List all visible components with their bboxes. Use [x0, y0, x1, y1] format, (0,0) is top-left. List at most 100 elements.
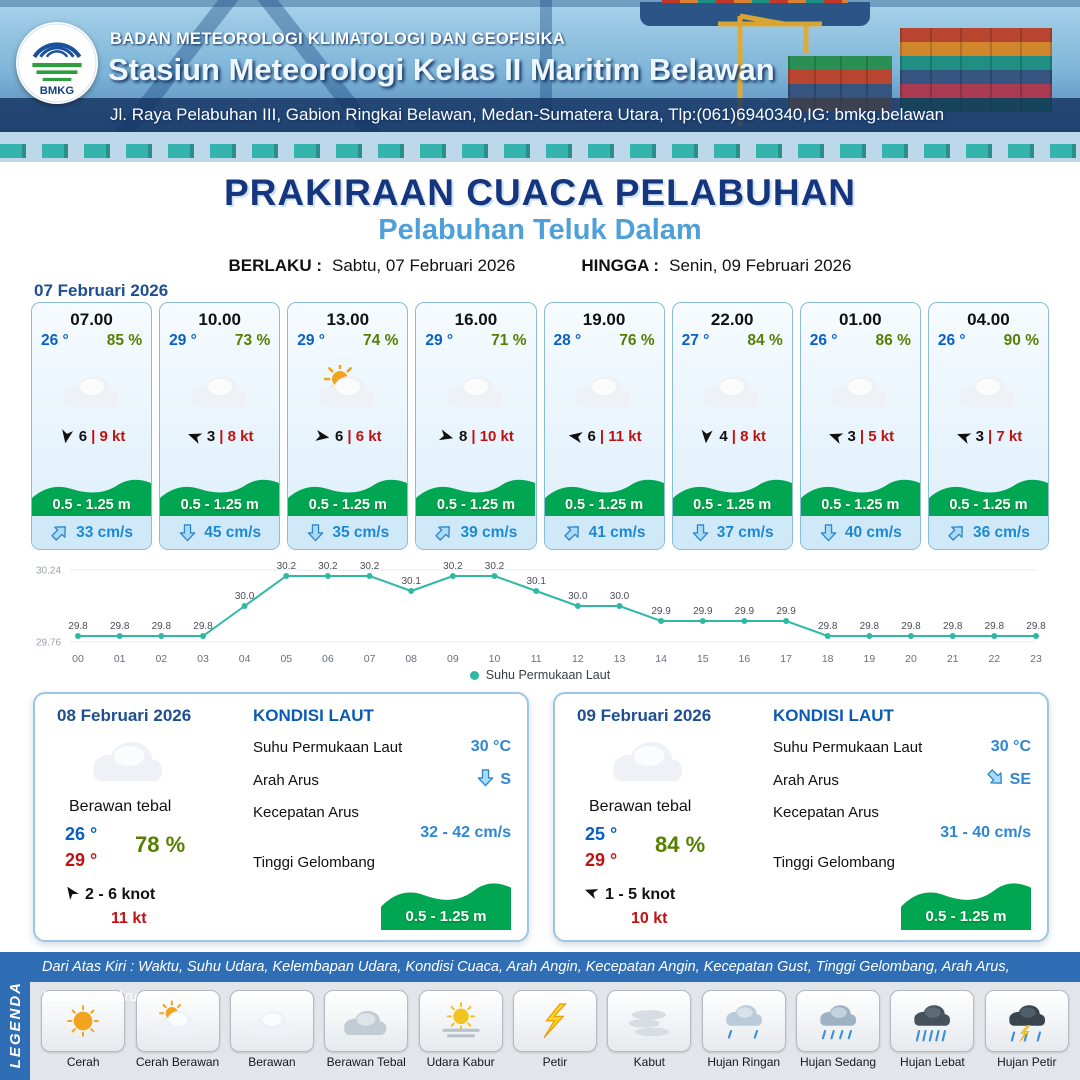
legend-item: Hujan Petir	[980, 990, 1074, 1069]
current-row: 36 cm/s	[928, 516, 1048, 549]
legend-item-label: Berawan Tebal	[326, 1055, 406, 1069]
sst-value: 30 °C	[470, 738, 511, 755]
sea-conditions-panel: KONDISI LAUT Suhu Permukaan Laut 30 °C Arah…	[773, 706, 1031, 930]
legend-item: Berawan Tebal	[319, 990, 413, 1069]
wind-direction-icon	[186, 428, 203, 445]
svg-text:30.2: 30.2	[277, 561, 297, 572]
legend-item-label: Hujan Ringan	[707, 1055, 781, 1069]
svg-text:30.24: 30.24	[36, 566, 61, 577]
svg-text:22: 22	[988, 653, 1000, 665]
svg-text:12: 12	[572, 653, 584, 665]
header-banner: BMKG BADAN METEOROLOGI KLIMATOLOGI DAN G…	[0, 0, 1080, 162]
svg-text:09: 09	[447, 653, 459, 665]
legend-item-label: Kabut	[633, 1055, 666, 1069]
legend-item-label: Hujan Petir	[997, 1055, 1057, 1069]
wind-speed: 4	[719, 428, 728, 445]
bmkg-logo-text: BMKG	[40, 85, 75, 97]
current-direction-label: Arah Arus	[773, 771, 839, 789]
legend-item: Hujan Sedang	[791, 990, 885, 1069]
weather-cerah-berawan-icon	[312, 352, 384, 426]
window-frame-beam	[540, 0, 552, 110]
wind-gust: | 6 kt	[347, 428, 382, 445]
svg-text:29.8: 29.8	[818, 621, 838, 632]
card-time: 22.00	[710, 310, 754, 329]
svg-text:30.2: 30.2	[318, 561, 338, 572]
svg-text:23: 23	[1030, 653, 1042, 665]
hourly-forecast-row: 07.00 26 ° 85 % 6 | 9 kt 0.5 - 1.25 m 33 cm/s 1…	[31, 302, 1049, 550]
wind-direction-icon	[438, 428, 455, 445]
card-humidity: 86 %	[875, 332, 911, 349]
current-row: 41 cm/s	[544, 516, 664, 549]
hingga-value: Senin, 09 Februari 2026	[669, 256, 852, 275]
current-speed-label: Kecepatan Arus	[253, 804, 359, 821]
card-humidity: 90 %	[1003, 332, 1039, 349]
daily-date: 09 Februari 2026	[577, 706, 712, 725]
card-temperature: 29 °	[169, 332, 197, 349]
sst-line-chart: 30.24 29.76 29.8 00 29.8 01 29.8 02 29.8 03 30.0 04…	[36, 561, 1046, 665]
wind-direction-icon	[314, 428, 331, 445]
wind-row: 8 | 10 kt	[438, 428, 514, 445]
temp-humidity-row: 29 ° 74 %	[288, 330, 407, 350]
weather-berawan-icon	[440, 352, 512, 426]
wave-height-band: 0.5 - 1.25 m	[928, 474, 1048, 516]
wave-height-badge: 0.5 - 1.25 m	[381, 876, 511, 930]
svg-text:30.2: 30.2	[443, 561, 463, 572]
address-band: Jl. Raya Pelabuhan III, Gabion Ringkai B…	[0, 98, 1080, 132]
weather-berawan-icon	[56, 352, 128, 426]
current-direction-icon	[178, 523, 197, 542]
current-speed: 33 cm/s	[76, 523, 133, 541]
svg-text:29.8: 29.8	[901, 621, 921, 632]
daily-condition: Berawan tebal	[69, 798, 172, 815]
daily-temp-max: 29 °	[65, 850, 98, 870]
daily-temp-min: 26 °	[65, 824, 98, 844]
svg-text:19: 19	[864, 653, 876, 665]
wind-gust: | 9 kt	[91, 428, 126, 445]
weather-petir-icon	[512, 990, 597, 1052]
current-row: 33 cm/s	[32, 516, 152, 549]
current-direction-icon	[691, 523, 710, 542]
legend-caption: Dari Atas Kiri : Waktu, Suhu Udara, Kele…	[0, 952, 1080, 1005]
daily-forecast-card: 09 Februari 2026 Berawan tebal 25 ° 29 ° 84 …	[553, 692, 1049, 942]
svg-text:29.8: 29.8	[985, 621, 1005, 632]
current-direction-icon	[476, 768, 495, 792]
current-row: 35 cm/s	[288, 516, 408, 549]
bmkg-logo: BMKG	[16, 22, 98, 104]
svg-text:29.9: 29.9	[651, 606, 671, 617]
daily-humidity: 78 %	[135, 832, 186, 857]
card-temperature: 26 °	[41, 332, 69, 349]
legend-series-label: Suhu Permukaan Laut	[485, 668, 611, 682]
wave-height-value: 0.5 - 1.25 m	[925, 908, 1007, 925]
svg-text:29.8: 29.8	[152, 621, 172, 632]
card-humidity: 71 %	[491, 332, 527, 349]
weather-legend-row: Cerah Cerah Berawan Berawan Berawan Tebal Ud…	[30, 982, 1080, 1080]
hourly-forecast-card: 10.00 29 ° 73 % 3 | 8 kt 0.5 - 1.25 m 45 cm/s	[159, 302, 281, 550]
wind-speed: 3	[847, 428, 856, 445]
sst-value: 30 °C	[990, 738, 1031, 755]
legend-item-label: Cerah	[66, 1055, 100, 1069]
card-time: 19.00	[582, 310, 626, 329]
current-speed: 45 cm/s	[204, 523, 262, 541]
wind-speed: 6	[587, 428, 596, 445]
card-humidity: 85 %	[106, 332, 143, 349]
card-time: 13.00	[326, 310, 370, 329]
weather-berawan-icon	[952, 352, 1024, 426]
wave-height-value: 0.5 - 1.25 m	[949, 497, 1028, 513]
temp-humidity-row: 29 ° 73 %	[160, 330, 279, 350]
svg-text:29.8: 29.8	[68, 621, 88, 632]
legend-item: Kabut	[602, 990, 696, 1069]
current-speed: 40 cm/s	[844, 523, 902, 541]
wind-row: 6 | 9 kt	[58, 428, 126, 445]
wind-speed: 3	[206, 428, 216, 445]
card-temperature: 29 °	[425, 332, 454, 349]
temp-humidity-row: 26 ° 86 %	[801, 330, 920, 350]
daily-wind-speed: 2 - 6 knot	[85, 885, 156, 903]
legend-item: Hujan Lebat	[885, 990, 979, 1069]
svg-text:30.0: 30.0	[610, 591, 630, 602]
weather-berawan-icon	[696, 352, 768, 426]
daily-wind-speed: 1 - 5 knot	[605, 885, 676, 903]
berlaku-label: BERLAKU :	[228, 256, 322, 275]
card-time: 01.00	[839, 310, 882, 329]
current-direction-value: S	[500, 771, 511, 788]
legend-vertical-band: LEGENDA	[0, 952, 30, 1080]
card-temperature: 29 °	[297, 332, 325, 349]
